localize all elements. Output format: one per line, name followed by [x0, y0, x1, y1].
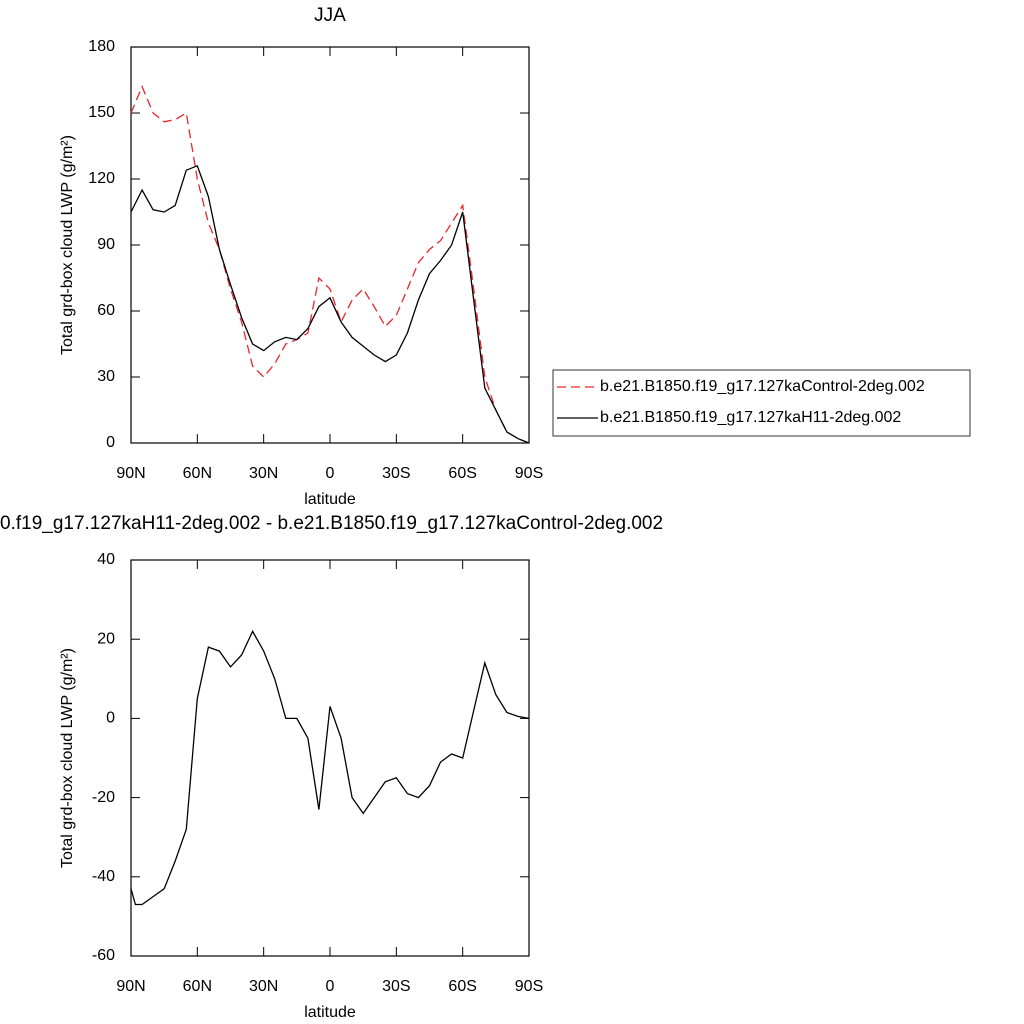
x-tick-label: 60S — [448, 978, 476, 995]
y-tick-label: 0 — [106, 434, 115, 451]
data-line — [130, 629, 530, 906]
x-tick-label: 60N — [183, 465, 212, 482]
legend-label: b.e21.B1850.f19_g17.127kaH11-2deg.002 — [600, 409, 901, 426]
y-axis-label: Total grd-box cloud LWP (g/m²) — [59, 135, 76, 355]
x-tick-label: 60S — [448, 465, 476, 482]
y-tick-label: 40 — [97, 551, 115, 568]
x-axis-label: latitude — [304, 491, 356, 508]
x-tick-label: 90N — [116, 465, 145, 482]
y-tick-label: 150 — [88, 104, 115, 121]
x-tick-label: 90S — [515, 465, 543, 482]
y-tick-label: -20 — [92, 789, 115, 806]
y-tick-label: 0 — [106, 710, 115, 727]
y-tick-label: 120 — [88, 170, 115, 187]
chart-title: JJA — [314, 5, 346, 26]
data-line — [130, 164, 530, 444]
x-tick-label: 30S — [382, 465, 410, 482]
y-axis-label: Total grd-box cloud LWP (g/m²) — [59, 648, 76, 868]
y-tick-label: 180 — [88, 38, 115, 55]
x-tick-label: 90N — [116, 978, 145, 995]
y-tick-label: 90 — [97, 236, 115, 253]
chart-title: 0.f19_g17.127kaH11-2deg.002 - b.e21.B185… — [0, 513, 663, 534]
y-tick-label: 30 — [97, 368, 115, 385]
plot-frame — [130, 559, 530, 957]
legend-label: b.e21.B1850.f19_g17.127kaControl-2deg.00… — [600, 378, 925, 395]
x-tick-label: 90S — [515, 978, 543, 995]
y-tick-label: 60 — [97, 302, 115, 319]
y-tick-label: 20 — [97, 630, 115, 647]
x-tick-label: 0 — [326, 978, 335, 995]
x-tick-label: 30S — [382, 978, 410, 995]
plot-frame — [130, 46, 530, 444]
y-tick-label: -60 — [92, 947, 115, 964]
x-tick-label: 30N — [249, 465, 278, 482]
y-tick-label: -40 — [92, 868, 115, 885]
x-tick-label: 30N — [249, 978, 278, 995]
x-axis-label: latitude — [304, 1004, 356, 1021]
x-tick-label: 60N — [183, 978, 212, 995]
data-line — [130, 84, 530, 444]
legend-box — [552, 369, 971, 437]
x-tick-label: 0 — [326, 465, 335, 482]
